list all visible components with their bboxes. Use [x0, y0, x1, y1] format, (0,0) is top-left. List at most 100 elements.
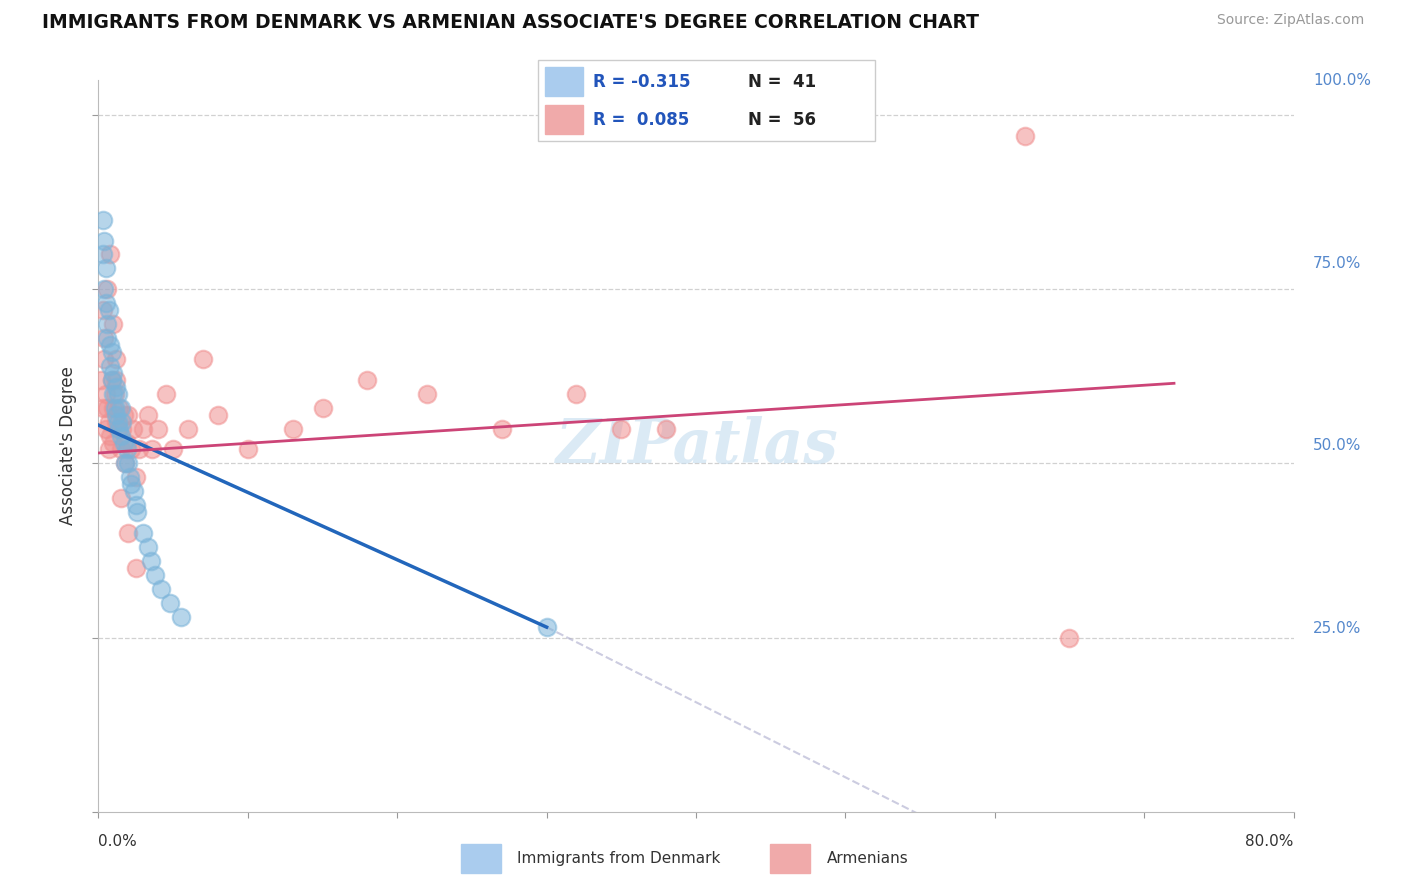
- Point: [93, 234, 115, 248]
- Point: [96, 331, 118, 345]
- Point: [103, 435, 125, 450]
- Point: [128, 442, 150, 457]
- Y-axis label: Associate's Degree: Associate's Degree: [59, 367, 77, 525]
- Point: [103, 366, 125, 380]
- Point: [96, 282, 118, 296]
- Point: [91, 303, 114, 318]
- Point: [536, 620, 558, 634]
- Point: [103, 401, 125, 415]
- Point: [103, 317, 125, 331]
- Text: N =  56: N = 56: [748, 111, 815, 128]
- Point: [90, 373, 112, 387]
- Point: [150, 582, 173, 596]
- Point: [115, 442, 138, 457]
- Point: [96, 317, 118, 331]
- Point: [155, 386, 177, 401]
- Point: [107, 421, 129, 435]
- Point: [207, 408, 229, 422]
- Point: [610, 421, 633, 435]
- Text: 0.0%: 0.0%: [98, 834, 138, 849]
- Point: [101, 373, 124, 387]
- Point: [125, 561, 148, 575]
- Point: [107, 415, 129, 429]
- Point: [93, 351, 115, 366]
- Text: 75.0%: 75.0%: [1313, 256, 1361, 270]
- Point: [127, 505, 149, 519]
- Point: [101, 345, 124, 359]
- Point: [110, 428, 132, 442]
- Point: [108, 421, 131, 435]
- Bar: [544, 67, 582, 96]
- Point: [139, 554, 162, 568]
- Point: [105, 351, 128, 366]
- Point: [105, 408, 128, 422]
- Point: [565, 386, 588, 401]
- Point: [105, 380, 128, 394]
- Point: [159, 596, 181, 610]
- Point: [111, 421, 134, 435]
- Point: [311, 401, 333, 415]
- Text: Immigrants from Denmark: Immigrants from Denmark: [517, 851, 721, 866]
- Point: [105, 373, 128, 387]
- Point: [110, 491, 132, 506]
- Point: [93, 331, 115, 345]
- Point: [281, 421, 304, 435]
- Point: [655, 421, 678, 435]
- Text: N =  41: N = 41: [748, 73, 815, 91]
- Point: [97, 442, 120, 457]
- Point: [132, 421, 155, 435]
- Point: [1059, 631, 1081, 645]
- Point: [136, 408, 159, 422]
- Point: [115, 435, 138, 450]
- Point: [169, 609, 191, 624]
- Point: [98, 428, 122, 442]
- Point: [491, 421, 513, 435]
- Text: IMMIGRANTS FROM DENMARK VS ARMENIAN ASSOCIATE'S DEGREE CORRELATION CHART: IMMIGRANTS FROM DENMARK VS ARMENIAN ASSO…: [42, 13, 979, 32]
- Point: [111, 415, 134, 429]
- Point: [94, 386, 117, 401]
- Point: [117, 526, 139, 541]
- Point: [141, 442, 163, 457]
- Point: [91, 212, 114, 227]
- Point: [118, 470, 141, 484]
- Point: [110, 442, 132, 457]
- Point: [94, 296, 117, 310]
- Point: [107, 386, 129, 401]
- Point: [124, 484, 146, 499]
- Point: [98, 338, 122, 352]
- Point: [1014, 128, 1036, 143]
- Text: R = -0.315: R = -0.315: [593, 73, 690, 91]
- Point: [177, 421, 200, 435]
- Point: [117, 408, 139, 422]
- Point: [236, 442, 259, 457]
- Point: [98, 247, 122, 261]
- Point: [125, 498, 148, 512]
- Point: [356, 373, 378, 387]
- Text: 25.0%: 25.0%: [1313, 622, 1361, 636]
- Point: [132, 526, 155, 541]
- Point: [103, 386, 125, 401]
- Point: [114, 457, 136, 471]
- Point: [97, 303, 120, 318]
- Point: [125, 470, 148, 484]
- Point: [112, 408, 135, 422]
- Point: [94, 261, 117, 276]
- Point: [104, 401, 127, 415]
- Point: [143, 567, 166, 582]
- Point: [96, 401, 118, 415]
- Text: ZIPatlas: ZIPatlas: [554, 416, 838, 476]
- Point: [98, 359, 122, 373]
- Text: 80.0%: 80.0%: [1246, 834, 1294, 849]
- Point: [108, 401, 131, 415]
- Point: [112, 435, 135, 450]
- Point: [93, 282, 115, 296]
- Point: [120, 477, 142, 491]
- Bar: [544, 105, 582, 134]
- Point: [97, 415, 120, 429]
- Point: [120, 442, 142, 457]
- Text: 100.0%: 100.0%: [1313, 73, 1371, 87]
- Point: [162, 442, 184, 457]
- Point: [110, 401, 132, 415]
- Point: [416, 386, 439, 401]
- Point: [91, 247, 114, 261]
